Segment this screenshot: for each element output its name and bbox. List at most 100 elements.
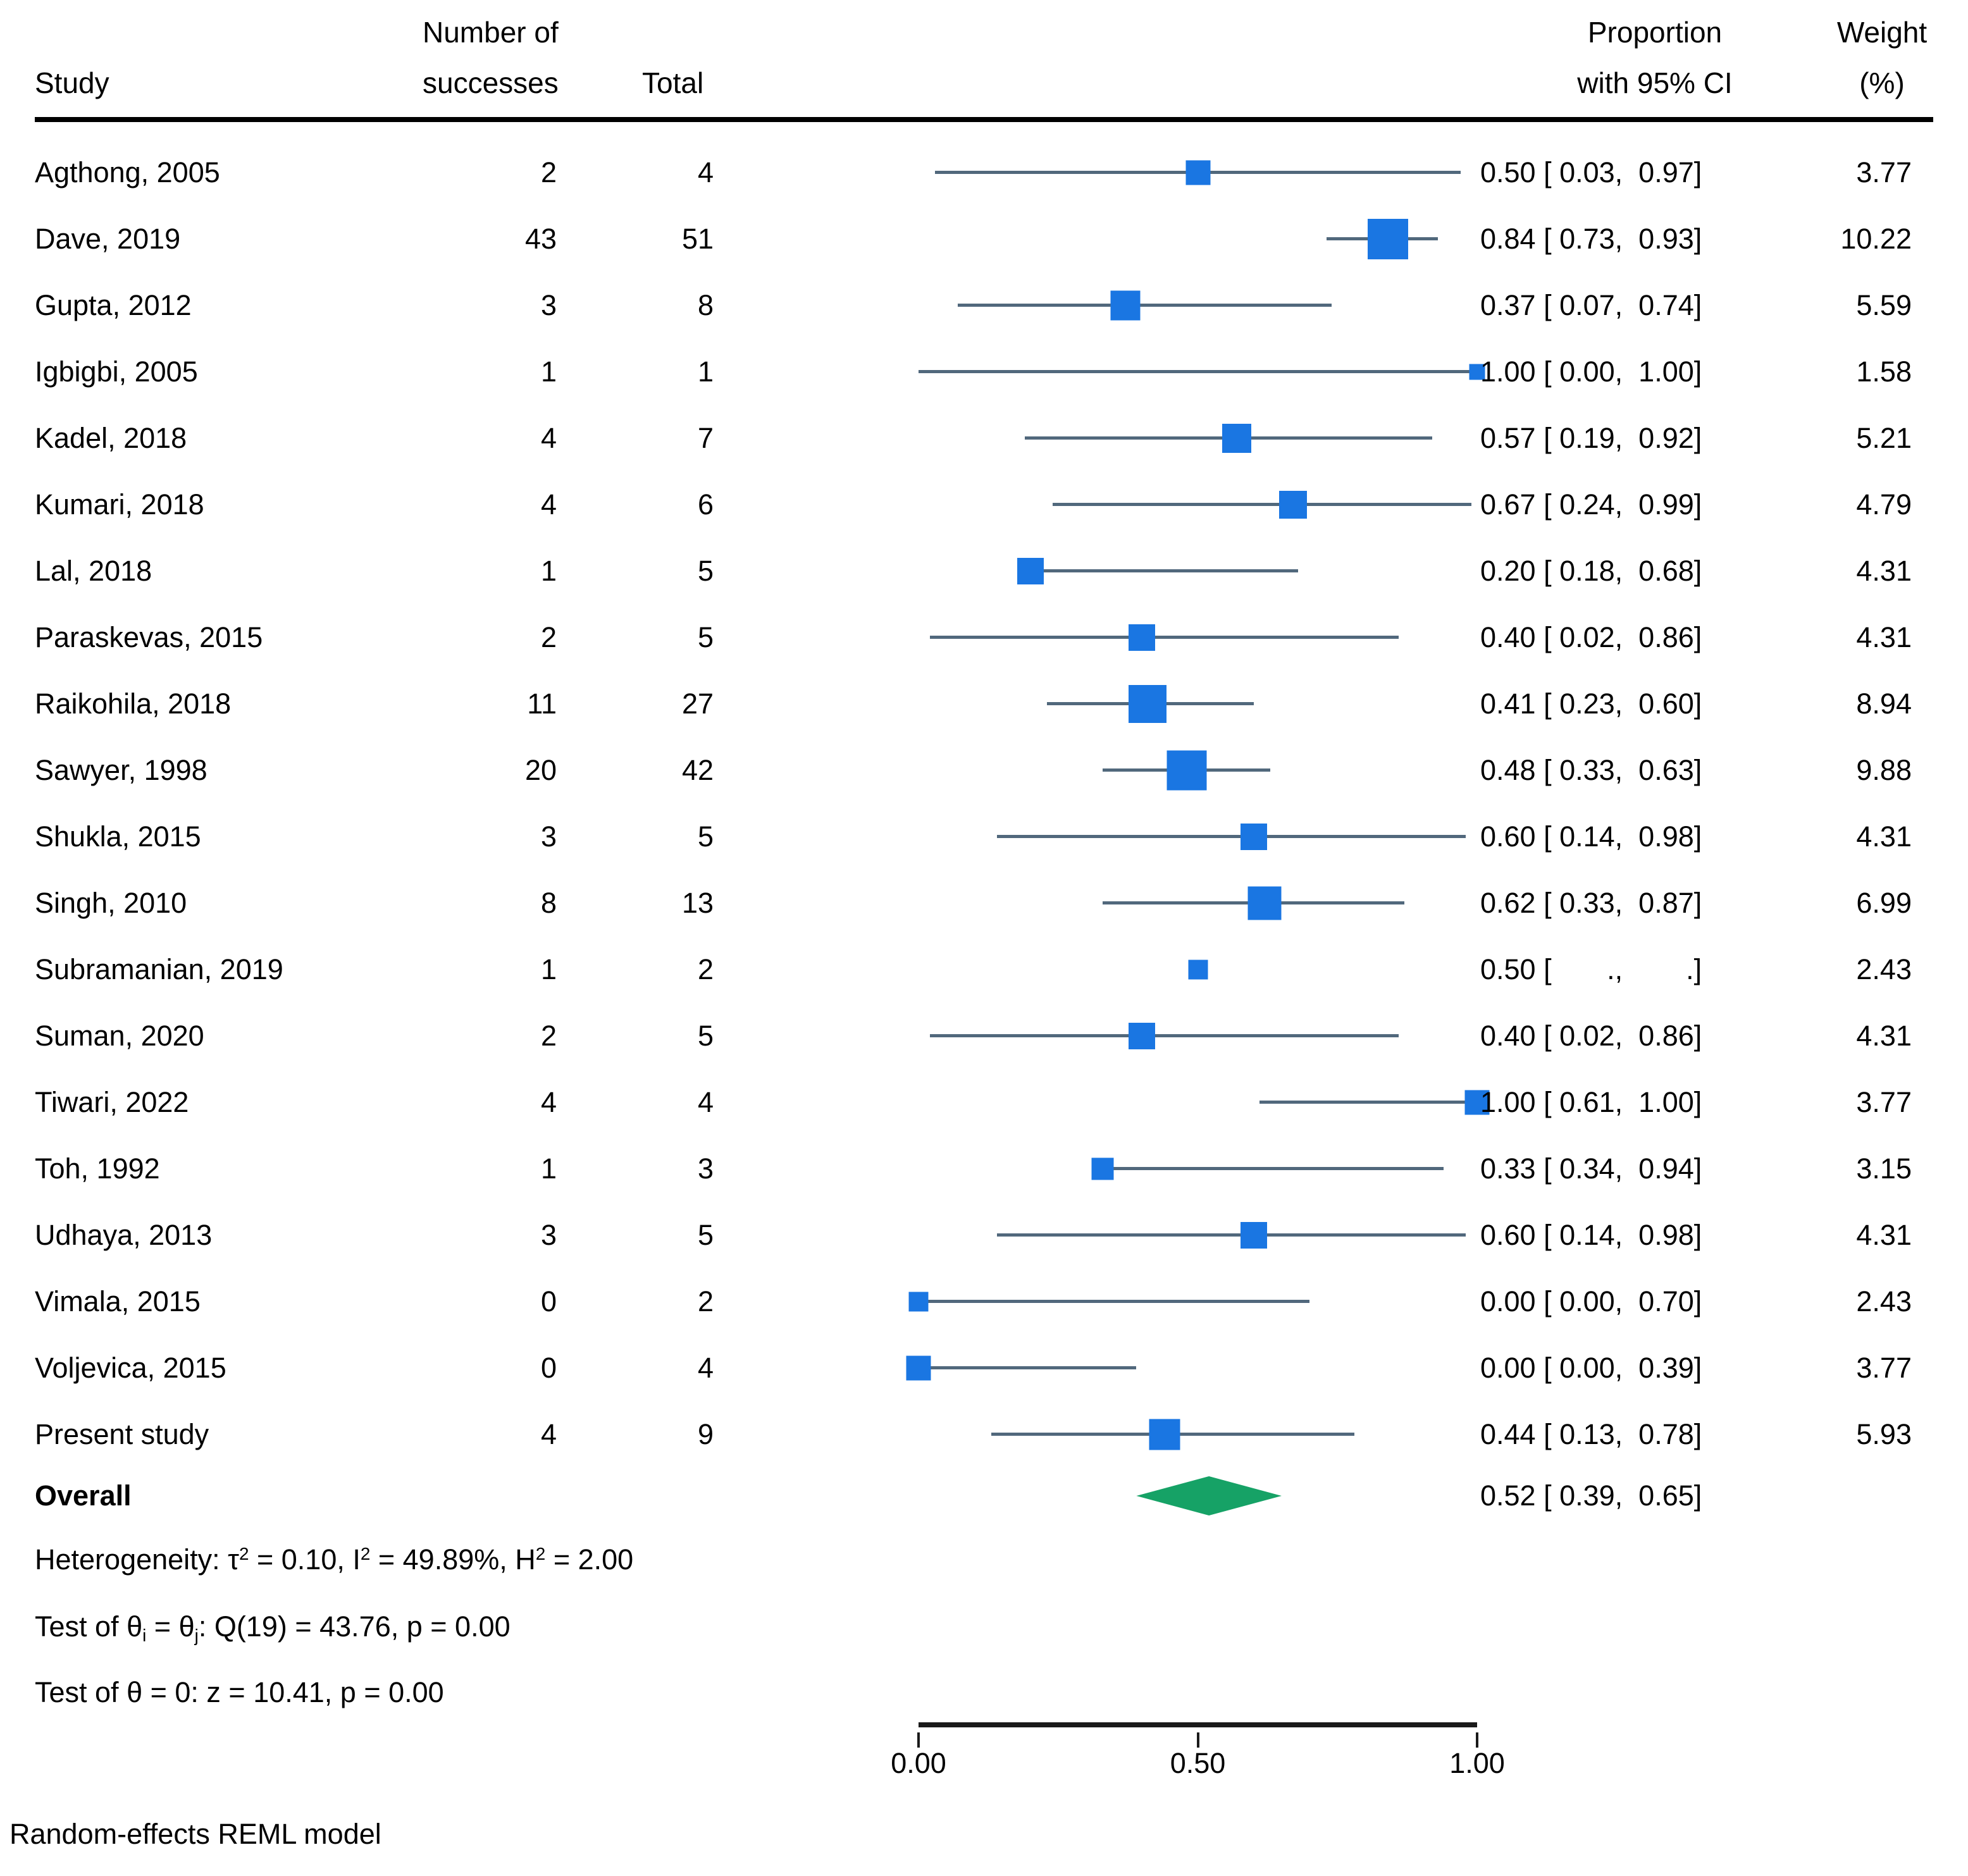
stat-text: : Q(19) = 43.76, p = 0.00 [198, 1610, 511, 1643]
successes-value: 4 [540, 1418, 557, 1450]
overall-label: Overall [35, 1479, 132, 1512]
total-value: 5 [697, 1020, 714, 1052]
ci-plot-cell [919, 139, 1477, 206]
stat-text: Test of θ [35, 1610, 143, 1643]
total-value: 5 [697, 1219, 714, 1251]
table-row: Kumari, 2018 4 6 0.67 [ 0.24, 0.99] 4.79 [0, 471, 1968, 538]
column-header-successes-2: successes [423, 66, 559, 99]
point-marker [1240, 1221, 1267, 1249]
total-value: 9 [697, 1418, 714, 1450]
table-row: Sawyer, 1998 20 42 0.48 [ 0.33, 0.63] 9.… [0, 737, 1968, 803]
ci-plot-cell [919, 1202, 1477, 1268]
test-group-stats-line: Test of θi = θj: Q(19) = 43.76, p = 0.00 [35, 1609, 511, 1648]
weight-value: 10.22 [1840, 223, 1912, 255]
subscript: i [142, 1625, 147, 1645]
successes-value: 1 [540, 355, 557, 388]
ci-plot-cell [908, 1268, 1477, 1335]
point-marker [1188, 960, 1208, 979]
ci-text: 0.41 [ 0.23, 0.60] [1480, 688, 1702, 720]
superscript: 2 [360, 1543, 371, 1564]
point-marker [1149, 1419, 1180, 1450]
successes-value: 1 [540, 1152, 557, 1185]
table-row: Dave, 2019 43 51 0.84 [ 0.73, 0.93] 10.2… [0, 206, 1968, 272]
point-marker [1367, 218, 1408, 259]
successes-value: 2 [540, 156, 557, 188]
point-marker [1222, 423, 1252, 453]
column-header-study: Study [35, 66, 109, 99]
column-header-proportion-2: with 95% CI [1577, 66, 1733, 99]
overall-diamond-marker [1136, 1476, 1282, 1515]
study-label: Suman, 2020 [35, 1020, 204, 1052]
total-value: 4 [697, 156, 714, 188]
total-value: 5 [697, 820, 714, 853]
total-value: 42 [681, 754, 714, 786]
weight-value: 9.88 [1856, 754, 1912, 786]
ci-line [996, 1233, 1466, 1237]
weight-value: 6.99 [1856, 887, 1912, 919]
axis-tick [1476, 1732, 1478, 1748]
ci-plot-cell [919, 1069, 1490, 1135]
point-marker [1129, 624, 1156, 651]
point-marker [908, 1292, 929, 1311]
weight-value: 3.77 [1856, 156, 1912, 188]
successes-value: 3 [540, 820, 557, 853]
column-header-weight: Weight [1836, 16, 1928, 49]
study-label: Present study [35, 1418, 209, 1450]
ci-text: 0.40 [ 0.02, 0.86] [1480, 1020, 1702, 1052]
ci-plot-cell [906, 1335, 1477, 1401]
stat-text: Heterogeneity: τ [35, 1543, 239, 1576]
successes-value: 2 [540, 621, 557, 653]
total-value: 7 [697, 422, 714, 454]
stat-text: = 2.00 [545, 1543, 634, 1576]
ci-text: 0.48 [ 0.33, 0.63] [1480, 754, 1702, 786]
successes-value: 3 [540, 289, 557, 321]
point-marker [1129, 684, 1167, 723]
table-row: Udhaya, 2013 3 5 0.60 [ 0.14, 0.98] 4.31 [0, 1202, 1968, 1268]
ci-text: 0.67 [ 0.24, 0.99] [1480, 488, 1702, 521]
axis-tick [1196, 1732, 1199, 1748]
ci-line [1259, 1101, 1477, 1104]
study-label: Singh, 2010 [35, 887, 187, 919]
study-label: Lal, 2018 [35, 555, 152, 587]
table-row: Raikohila, 2018 11 27 0.41 [ 0.23, 0.60]… [0, 670, 1968, 737]
x-axis [917, 1722, 1478, 1748]
total-value: 2 [697, 1285, 714, 1318]
successes-value: 0 [540, 1352, 557, 1384]
table-row: Present study 4 9 0.44 [ 0.13, 0.78] 5.9… [0, 1401, 1968, 1467]
ci-plot-cell [919, 1003, 1477, 1069]
ci-text: 0.20 [ 0.18, 0.68] [1480, 555, 1702, 587]
column-header-proportion: Proportion [1587, 16, 1723, 49]
overall-ci-text: 0.52 [ 0.39, 0.65] [1480, 1479, 1702, 1512]
successes-value: 1 [540, 555, 557, 587]
test-zero-stats-line: Test of θ = 0: z = 10.41, p = 0.00 [35, 1675, 444, 1710]
point-marker [906, 1355, 931, 1380]
ci-plot-cell [919, 405, 1477, 471]
study-label: Raikohila, 2018 [35, 688, 232, 720]
point-marker [1017, 557, 1044, 584]
total-value: 4 [697, 1352, 714, 1384]
heterogeneity-stats-line: Heterogeneity: τ2 = 0.10, I2 = 49.89%, H… [35, 1542, 633, 1581]
ci-line [929, 636, 1399, 639]
total-value: 6 [697, 488, 714, 521]
total-value: 1 [697, 355, 714, 388]
ci-text: 0.50 [ ., .] [1480, 953, 1702, 985]
study-label: Udhaya, 2013 [35, 1219, 213, 1251]
point-marker [1091, 1157, 1114, 1180]
point-marker [1167, 750, 1207, 790]
table-row: Paraskevas, 2015 2 5 0.40 [ 0.02, 0.86] … [0, 604, 1968, 670]
table-row: Igbigbi, 2005 1 1 1.00 [ 0.00, 1.00] 1.5… [0, 338, 1968, 405]
study-label: Toh, 1992 [35, 1152, 160, 1185]
ci-plot-cell [919, 338, 1485, 405]
total-value: 27 [681, 688, 714, 720]
weight-value: 4.31 [1856, 820, 1912, 853]
weight-value: 4.31 [1856, 621, 1912, 653]
successes-value: 11 [527, 688, 557, 720]
successes-value: 8 [540, 887, 557, 919]
study-label: Kadel, 2018 [35, 422, 187, 454]
weight-value: 3.15 [1856, 1152, 1912, 1185]
weight-value: 3.77 [1856, 1352, 1912, 1384]
weight-value: 4.79 [1856, 488, 1912, 521]
axis-tick-label: 0.00 [891, 1747, 946, 1779]
table-row: Subramanian, 2019 1 2 0.50 [ ., .] 2.43 [0, 936, 1968, 1003]
ci-text: 0.60 [ 0.14, 0.98] [1480, 1219, 1702, 1251]
